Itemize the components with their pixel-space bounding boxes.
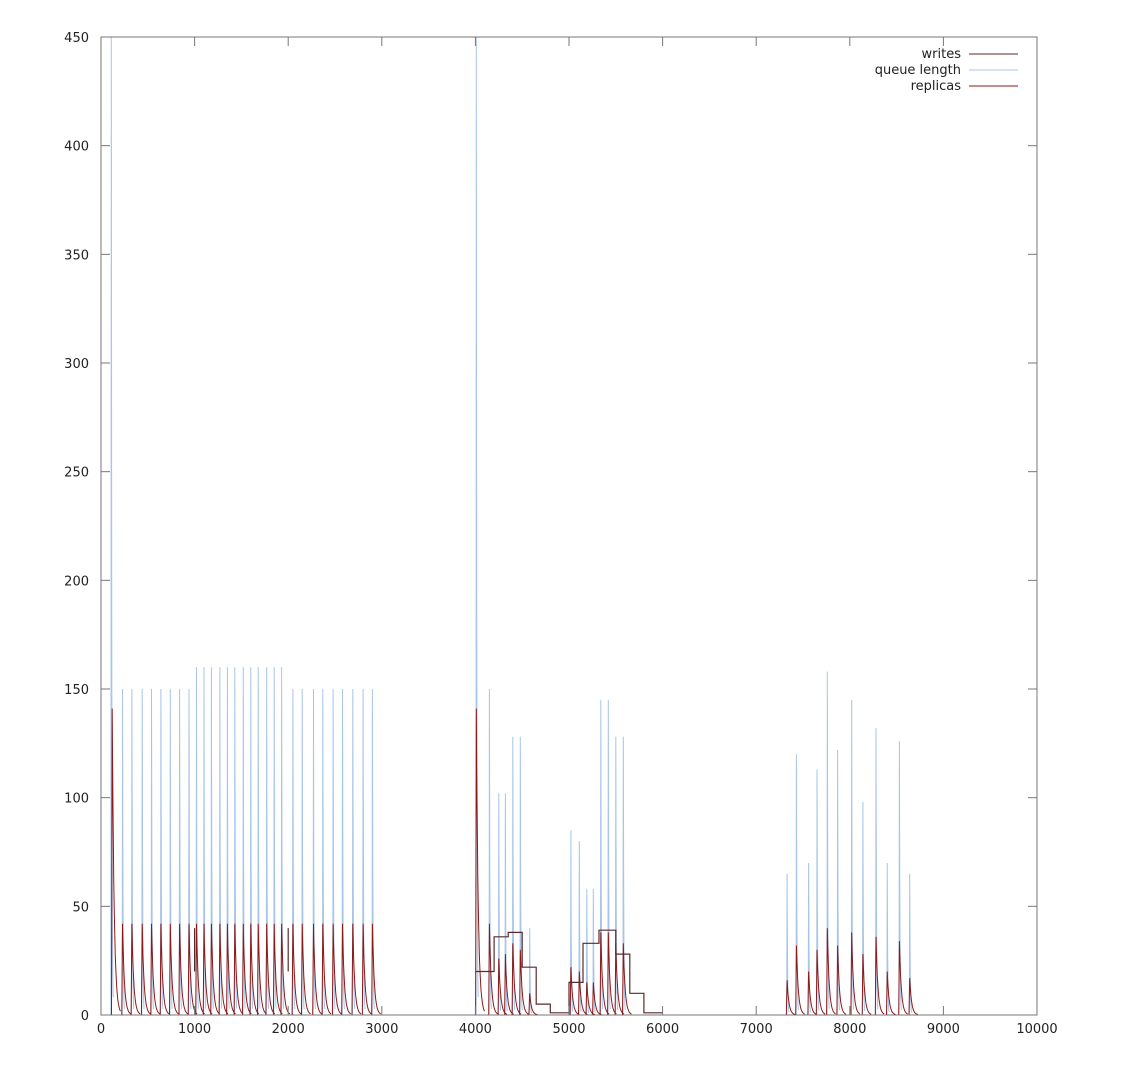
x-tick-label: 8000 — [833, 1022, 866, 1037]
x-tick-label: 2000 — [272, 1022, 305, 1037]
x-tick-label: 5000 — [552, 1022, 585, 1037]
y-tick-label: 200 — [64, 574, 89, 589]
y-tick-label: 150 — [64, 683, 89, 698]
x-tick-label: 10000 — [1016, 1022, 1057, 1037]
y-tick-label: 100 — [64, 792, 89, 807]
x-tick-label: 9000 — [927, 1022, 960, 1037]
legend-label: writes — [922, 47, 962, 62]
y-tick-label: 450 — [64, 31, 89, 46]
ticks-layer: 0 1000 2000 3000 4000 5000 6000 7000 8000 9000 100… — [64, 31, 1058, 1037]
y-tick-label: 400 — [64, 140, 89, 155]
series-queue-length-line — [110, 36, 913, 1016]
plot-frame — [100, 36, 1038, 1016]
x-tick-label: 4000 — [459, 1022, 492, 1037]
y-tick-label: 350 — [64, 248, 89, 263]
legend-label: replicas — [911, 79, 962, 94]
series-layer — [110, 36, 944, 1016]
y-tick-label: 250 — [64, 466, 89, 481]
x-tick-label: 6000 — [646, 1022, 679, 1037]
x-tick-label: 0 — [97, 1022, 105, 1037]
y-tick-label: 0 — [81, 1009, 89, 1024]
x-tick-label: 1000 — [178, 1022, 211, 1037]
x-tick-label: 3000 — [365, 1022, 398, 1037]
legend-label: queue length — [875, 63, 961, 78]
x-tick-label: 7000 — [740, 1022, 773, 1037]
y-tick-label: 50 — [72, 900, 89, 915]
series-replicas-line — [111, 708, 919, 1016]
y-tick-label: 300 — [64, 357, 89, 372]
